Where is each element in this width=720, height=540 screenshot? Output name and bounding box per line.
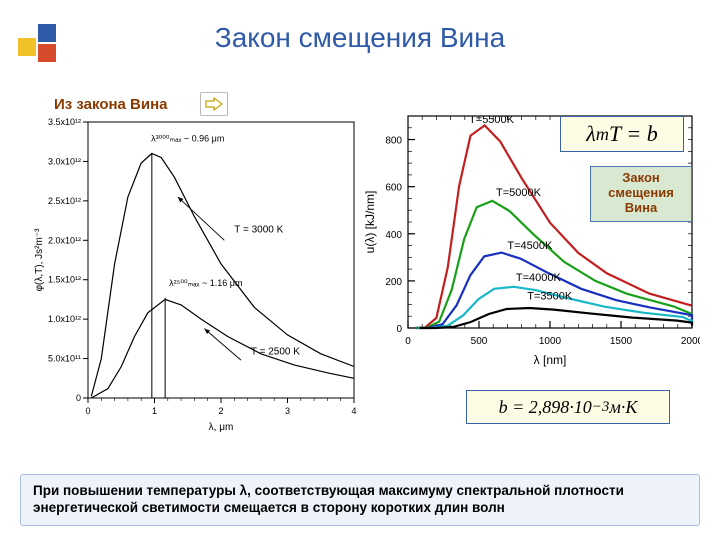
svg-text:0: 0 [76,393,81,403]
svg-text:T = 3000 K: T = 3000 K [234,224,283,235]
svg-text:λ³⁰⁰⁰ₘₐₓ ~ 0.96 μm: λ³⁰⁰⁰ₘₐₓ ~ 0.96 μm [151,134,224,144]
svg-text:2000: 2000 [681,336,700,347]
svg-text:0: 0 [396,324,402,335]
svg-text:T=5500K: T=5500K [469,114,515,126]
svg-text:600: 600 [385,183,402,194]
svg-text:3: 3 [285,406,290,416]
svg-text:2: 2 [218,406,223,416]
svg-text:λ, μm: λ, μm [209,422,234,432]
svg-text:T=4000K: T=4000K [516,272,562,284]
svg-text:1500: 1500 [610,336,633,347]
svg-text:T=4500K: T=4500K [507,240,553,252]
svg-text:T=3500K: T=3500K [527,291,573,303]
equation-lambda-m-t-b: λmT = b [560,116,684,152]
chart-left-blackbody-2curves: 0 1 2 3 4 λ, μm 0 5.0x10¹¹ 1.0x10¹² 1.5x10¹² 2.0x1… [30,116,360,432]
arrow-right-icon [200,92,228,116]
svg-text:T=5000K: T=5000K [496,187,542,199]
svg-text:λ [nm]: λ [nm] [534,353,567,367]
subheading: Из закона Вина [54,96,168,113]
footer-statement: При повышении температуры λ, соответству… [20,474,700,526]
svg-text:T = 2500 K: T = 2500 K [251,347,300,358]
page-title: Закон смещения Вина [0,22,720,54]
svg-text:800: 800 [385,136,402,147]
svg-text:0: 0 [405,336,411,347]
svg-text:500: 500 [471,336,488,347]
svg-text:1: 1 [152,406,157,416]
svg-text:φ(λ,T), Js²m⁻³: φ(λ,T), Js²m⁻³ [34,228,45,292]
law-label-box: ЗаконсмещенияВина [590,166,692,222]
equation-b-constant: b = 2,898·10−3 м·K [466,390,670,424]
svg-text:1000: 1000 [539,336,562,347]
svg-text:200: 200 [385,277,402,288]
svg-text:400: 400 [385,230,402,241]
svg-text:1.0x10¹²: 1.0x10¹² [48,314,81,324]
svg-text:1.5x10¹²: 1.5x10¹² [48,275,81,285]
svg-text:3.5x10¹²: 3.5x10¹² [48,117,81,127]
svg-text:2.0x10¹²: 2.0x10¹² [48,235,81,245]
svg-text:0: 0 [85,406,90,416]
svg-text:u(λ) [kJ/nm]: u(λ) [kJ/nm] [363,191,377,254]
svg-text:λ²⁵⁰⁰ₘₐₓ ~ 1.16 μm: λ²⁵⁰⁰ₘₐₓ ~ 1.16 μm [169,278,242,288]
svg-text:3.0x10¹²: 3.0x10¹² [48,156,81,166]
svg-text:2.5x10¹²: 2.5x10¹² [48,196,81,206]
svg-text:4: 4 [351,406,356,416]
svg-text:5.0x10¹¹: 5.0x10¹¹ [48,354,81,364]
